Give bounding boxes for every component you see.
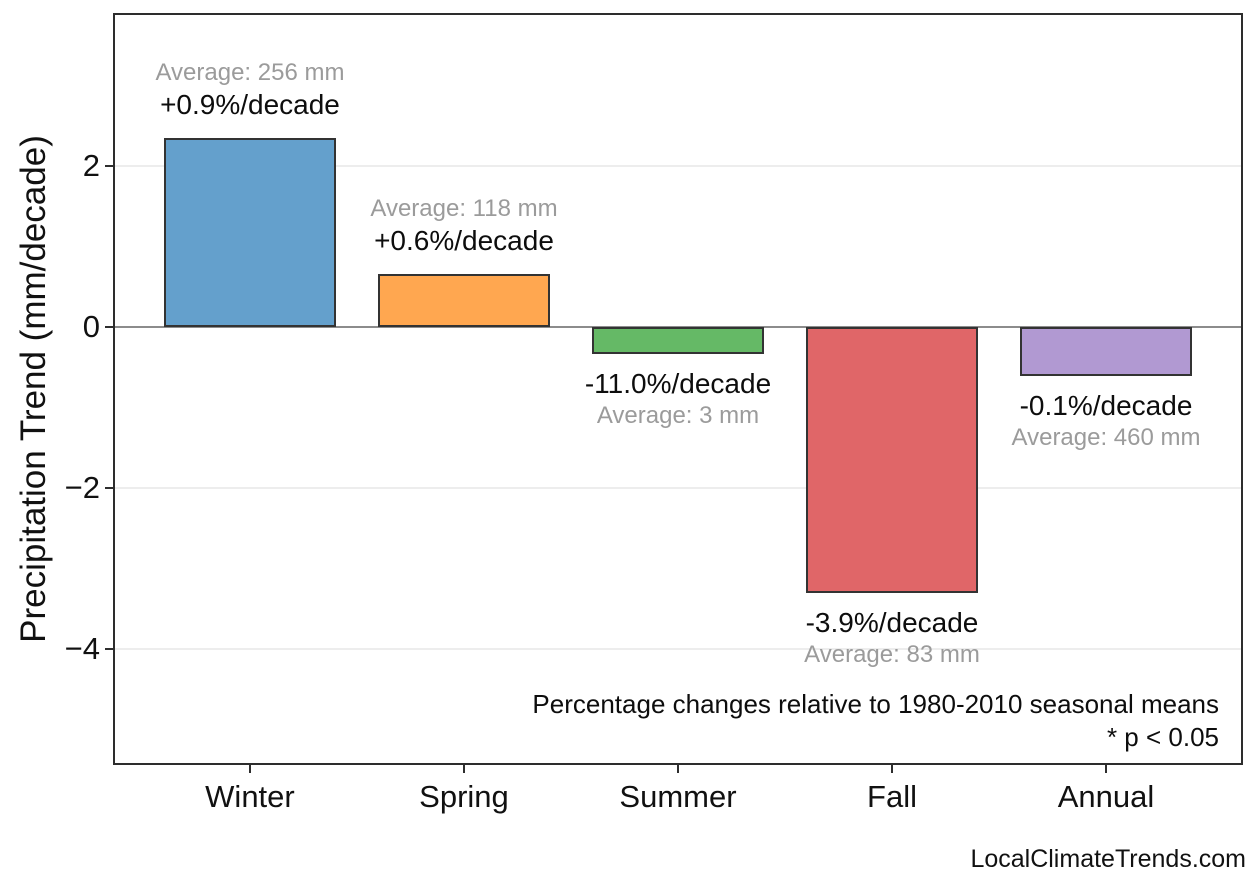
- x-tick-label-summer: Summer: [619, 779, 737, 814]
- x-tick: [677, 765, 679, 773]
- x-tick: [248, 765, 251, 773]
- average-label: Average: 83 mm: [804, 640, 980, 668]
- x-tick-label-annual: Annual: [1057, 779, 1155, 814]
- gridline: [113, 164, 1243, 167]
- y-axis-label: Precipitation Trend (mm/decade): [14, 135, 53, 643]
- bar-annotation-summer: -11.0%/decade Average: 3 mm: [498, 368, 858, 432]
- y-tick-label: −2: [64, 470, 100, 506]
- trend-label: +0.6%/decade: [374, 224, 554, 256]
- y-tick-label: −4: [64, 631, 100, 667]
- average-label: Average: 3 mm: [596, 401, 760, 429]
- y-tick: [105, 487, 113, 490]
- y-tick: [105, 648, 113, 651]
- x-tick: [462, 765, 465, 773]
- bar-annotation-spring: Average: 118 mm +0.6%/decade: [284, 193, 644, 257]
- x-tick-label-fall: Fall: [867, 779, 917, 814]
- x-tick-label-winter: Winter: [205, 779, 295, 814]
- bar-fall: [806, 327, 978, 593]
- y-tick-label: 2: [82, 147, 100, 183]
- plot-area: [113, 13, 1243, 765]
- trend-label: -0.1%/decade: [1019, 390, 1193, 422]
- trend-label: -3.9%/decade: [805, 606, 979, 638]
- gridline: [113, 487, 1243, 490]
- bar-annotation-fall: -3.9%/decade Average: 83 mm: [712, 607, 1072, 671]
- bar-winter: [164, 137, 336, 327]
- bar-annotation-winter: Average: 256 mm +0.9%/decade: [70, 57, 430, 121]
- footnote-line-1: Percentage changes relative to 1980-2010…: [532, 689, 1219, 719]
- bar-summer: [592, 327, 764, 354]
- footnote-line-2: * p < 0.05: [1106, 722, 1219, 752]
- average-label: Average: 118 mm: [370, 194, 558, 222]
- x-tick-label-spring: Spring: [419, 779, 509, 814]
- y-tick: [105, 164, 113, 167]
- bar-annual: [1020, 327, 1192, 377]
- average-label: Average: 256 mm: [155, 58, 345, 86]
- bar-annotation-annual: -0.1%/decade Average: 460 mm: [926, 390, 1258, 454]
- watermark-text: LocalClimateTrends.com: [970, 845, 1246, 873]
- x-tick: [891, 765, 893, 773]
- x-tick: [1105, 765, 1108, 773]
- footnote-block: Percentage changes relative to 1980-2010…: [113, 688, 1219, 754]
- bar-spring: [378, 273, 550, 327]
- gridline: [113, 648, 1243, 651]
- average-label: Average: 460 mm: [1011, 424, 1201, 452]
- trend-label: +0.9%/decade: [160, 88, 340, 120]
- y-tick-label: 0: [82, 309, 100, 344]
- y-tick: [105, 326, 113, 328]
- trend-label: -11.0%/decade: [584, 367, 772, 399]
